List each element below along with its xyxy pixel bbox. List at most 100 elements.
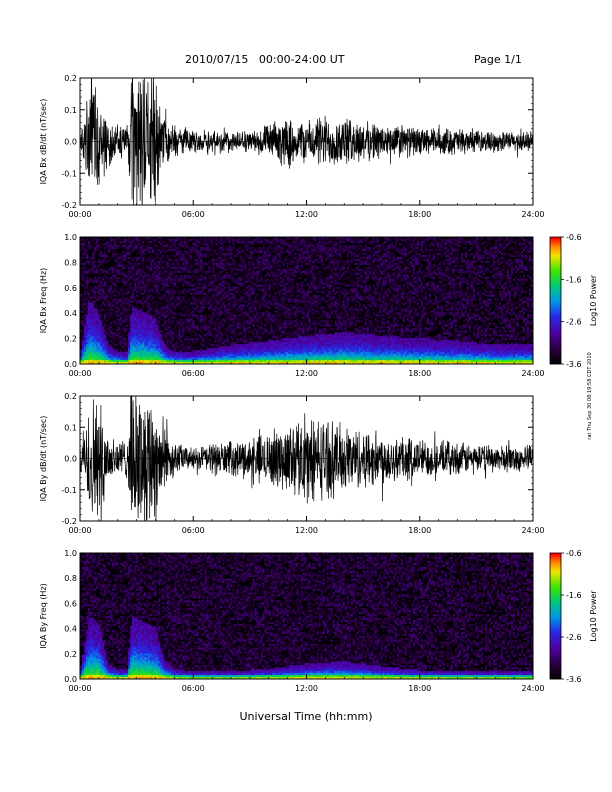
heatmap-cell: [150, 250, 153, 254]
heatmap-cell: [290, 344, 293, 347]
heatmap-cell: [220, 248, 223, 252]
heatmap-cell: [148, 326, 151, 329]
heatmap-cell: [240, 270, 243, 274]
heatmap-cell: [162, 278, 165, 281]
heatmap-cell: [180, 322, 183, 325]
heatmap-cell: [206, 346, 209, 349]
heatmap-cell: [210, 262, 213, 266]
heatmap-cell: [232, 240, 235, 244]
heatmap-cell: [82, 344, 85, 347]
heatmap-cell: [146, 246, 149, 250]
heatmap-cell: [122, 244, 125, 248]
heatmap-cell: [148, 280, 151, 283]
heatmap-cell: [240, 300, 243, 303]
heatmap-cell: [224, 362, 227, 365]
heatmap-cell: [156, 336, 159, 339]
heatmap-cell: [180, 324, 183, 327]
heatmap-cell: [94, 300, 97, 303]
heatmap-cell: [134, 348, 137, 351]
heatmap-cell: [214, 278, 217, 281]
heatmap-cell: [104, 360, 107, 363]
heatmap-cell: [166, 342, 169, 345]
heatmap-cell: [116, 270, 119, 274]
heatmap-cell: [114, 308, 117, 311]
heatmap-cell: [104, 362, 107, 365]
heatmap-cell: [286, 237, 289, 240]
heatmap-cell: [218, 318, 221, 321]
heatmap-cell: [172, 266, 175, 270]
heatmap-cell: [126, 352, 129, 355]
heatmap-cell: [238, 332, 241, 335]
heatmap-cell: [176, 262, 179, 266]
heatmap-cell: [202, 282, 205, 285]
heatmap-cell: [172, 320, 175, 323]
heatmap-cell: [110, 304, 113, 307]
heatmap-cell: [202, 358, 205, 361]
heatmap-cell: [280, 252, 283, 256]
heatmap-cell: [150, 246, 153, 250]
heatmap-cell: [274, 362, 277, 365]
heatmap-cell: [136, 278, 139, 281]
heatmap-cell: [264, 350, 267, 353]
heatmap-cell: [134, 330, 137, 333]
heatmap-cell: [234, 350, 237, 353]
heatmap-cell: [160, 338, 163, 341]
heatmap-cell: [126, 316, 129, 319]
heatmap-cell: [150, 264, 153, 268]
heatmap-cell: [132, 248, 135, 252]
heatmap-cell: [232, 350, 235, 353]
heatmap-cell: [234, 344, 237, 347]
heatmap-cell: [174, 260, 177, 264]
heatmap-cell: [206, 282, 209, 285]
heatmap-cell: [148, 348, 151, 351]
heatmap-cell: [168, 237, 171, 240]
heatmap-cell: [168, 266, 171, 270]
heatmap-cell: [248, 350, 251, 353]
heatmap-cell: [184, 350, 187, 353]
heatmap-cell: [272, 280, 275, 283]
heatmap-cell: [94, 286, 97, 289]
heatmap-cell: [280, 256, 283, 260]
heatmap-cell: [220, 320, 223, 323]
heatmap-cell: [204, 248, 207, 252]
heatmap-cell: [98, 324, 101, 327]
heatmap-cell: [270, 282, 273, 285]
heatmap-cell: [194, 242, 197, 246]
heatmap-cell: [186, 320, 189, 323]
heatmap-cell: [82, 336, 85, 339]
heatmap-cell: [202, 326, 205, 329]
heatmap-cell: [82, 300, 85, 303]
heatmap-cell: [256, 274, 259, 277]
heatmap-cell: [122, 312, 125, 315]
heatmap-cell: [138, 348, 141, 351]
heatmap-cell: [110, 237, 113, 240]
heatmap-cell: [202, 278, 205, 281]
heatmap-cell: [286, 342, 289, 345]
heatmap-cell: [266, 272, 269, 275]
heatmap-cell: [210, 242, 213, 246]
heatmap-cell: [168, 258, 171, 262]
heatmap-cell: [116, 334, 119, 337]
heatmap-cell: [218, 292, 221, 295]
heatmap-cell: [264, 342, 267, 345]
heatmap-cell: [200, 344, 203, 347]
heatmap-cell: [290, 350, 293, 353]
heatmap-cell: [228, 240, 231, 244]
heatmap-cell: [234, 346, 237, 349]
heatmap-cell: [98, 318, 101, 321]
heatmap-cell: [216, 334, 219, 337]
heatmap-cell: [212, 278, 215, 281]
heatmap-cell: [220, 332, 223, 335]
heatmap-cell: [286, 334, 289, 337]
heatmap-cell: [104, 268, 107, 272]
heatmap-cell: [266, 316, 269, 319]
heatmap-cell: [122, 250, 125, 254]
heatmap-cell: [108, 278, 111, 281]
heatmap-cell: [138, 276, 141, 279]
heatmap-cell: [112, 246, 115, 250]
heatmap-cell: [256, 242, 259, 246]
heatmap-cell: [196, 306, 199, 309]
heatmap-cell: [188, 332, 191, 335]
heatmap-cell: [210, 306, 213, 309]
heatmap-cell: [92, 328, 95, 331]
